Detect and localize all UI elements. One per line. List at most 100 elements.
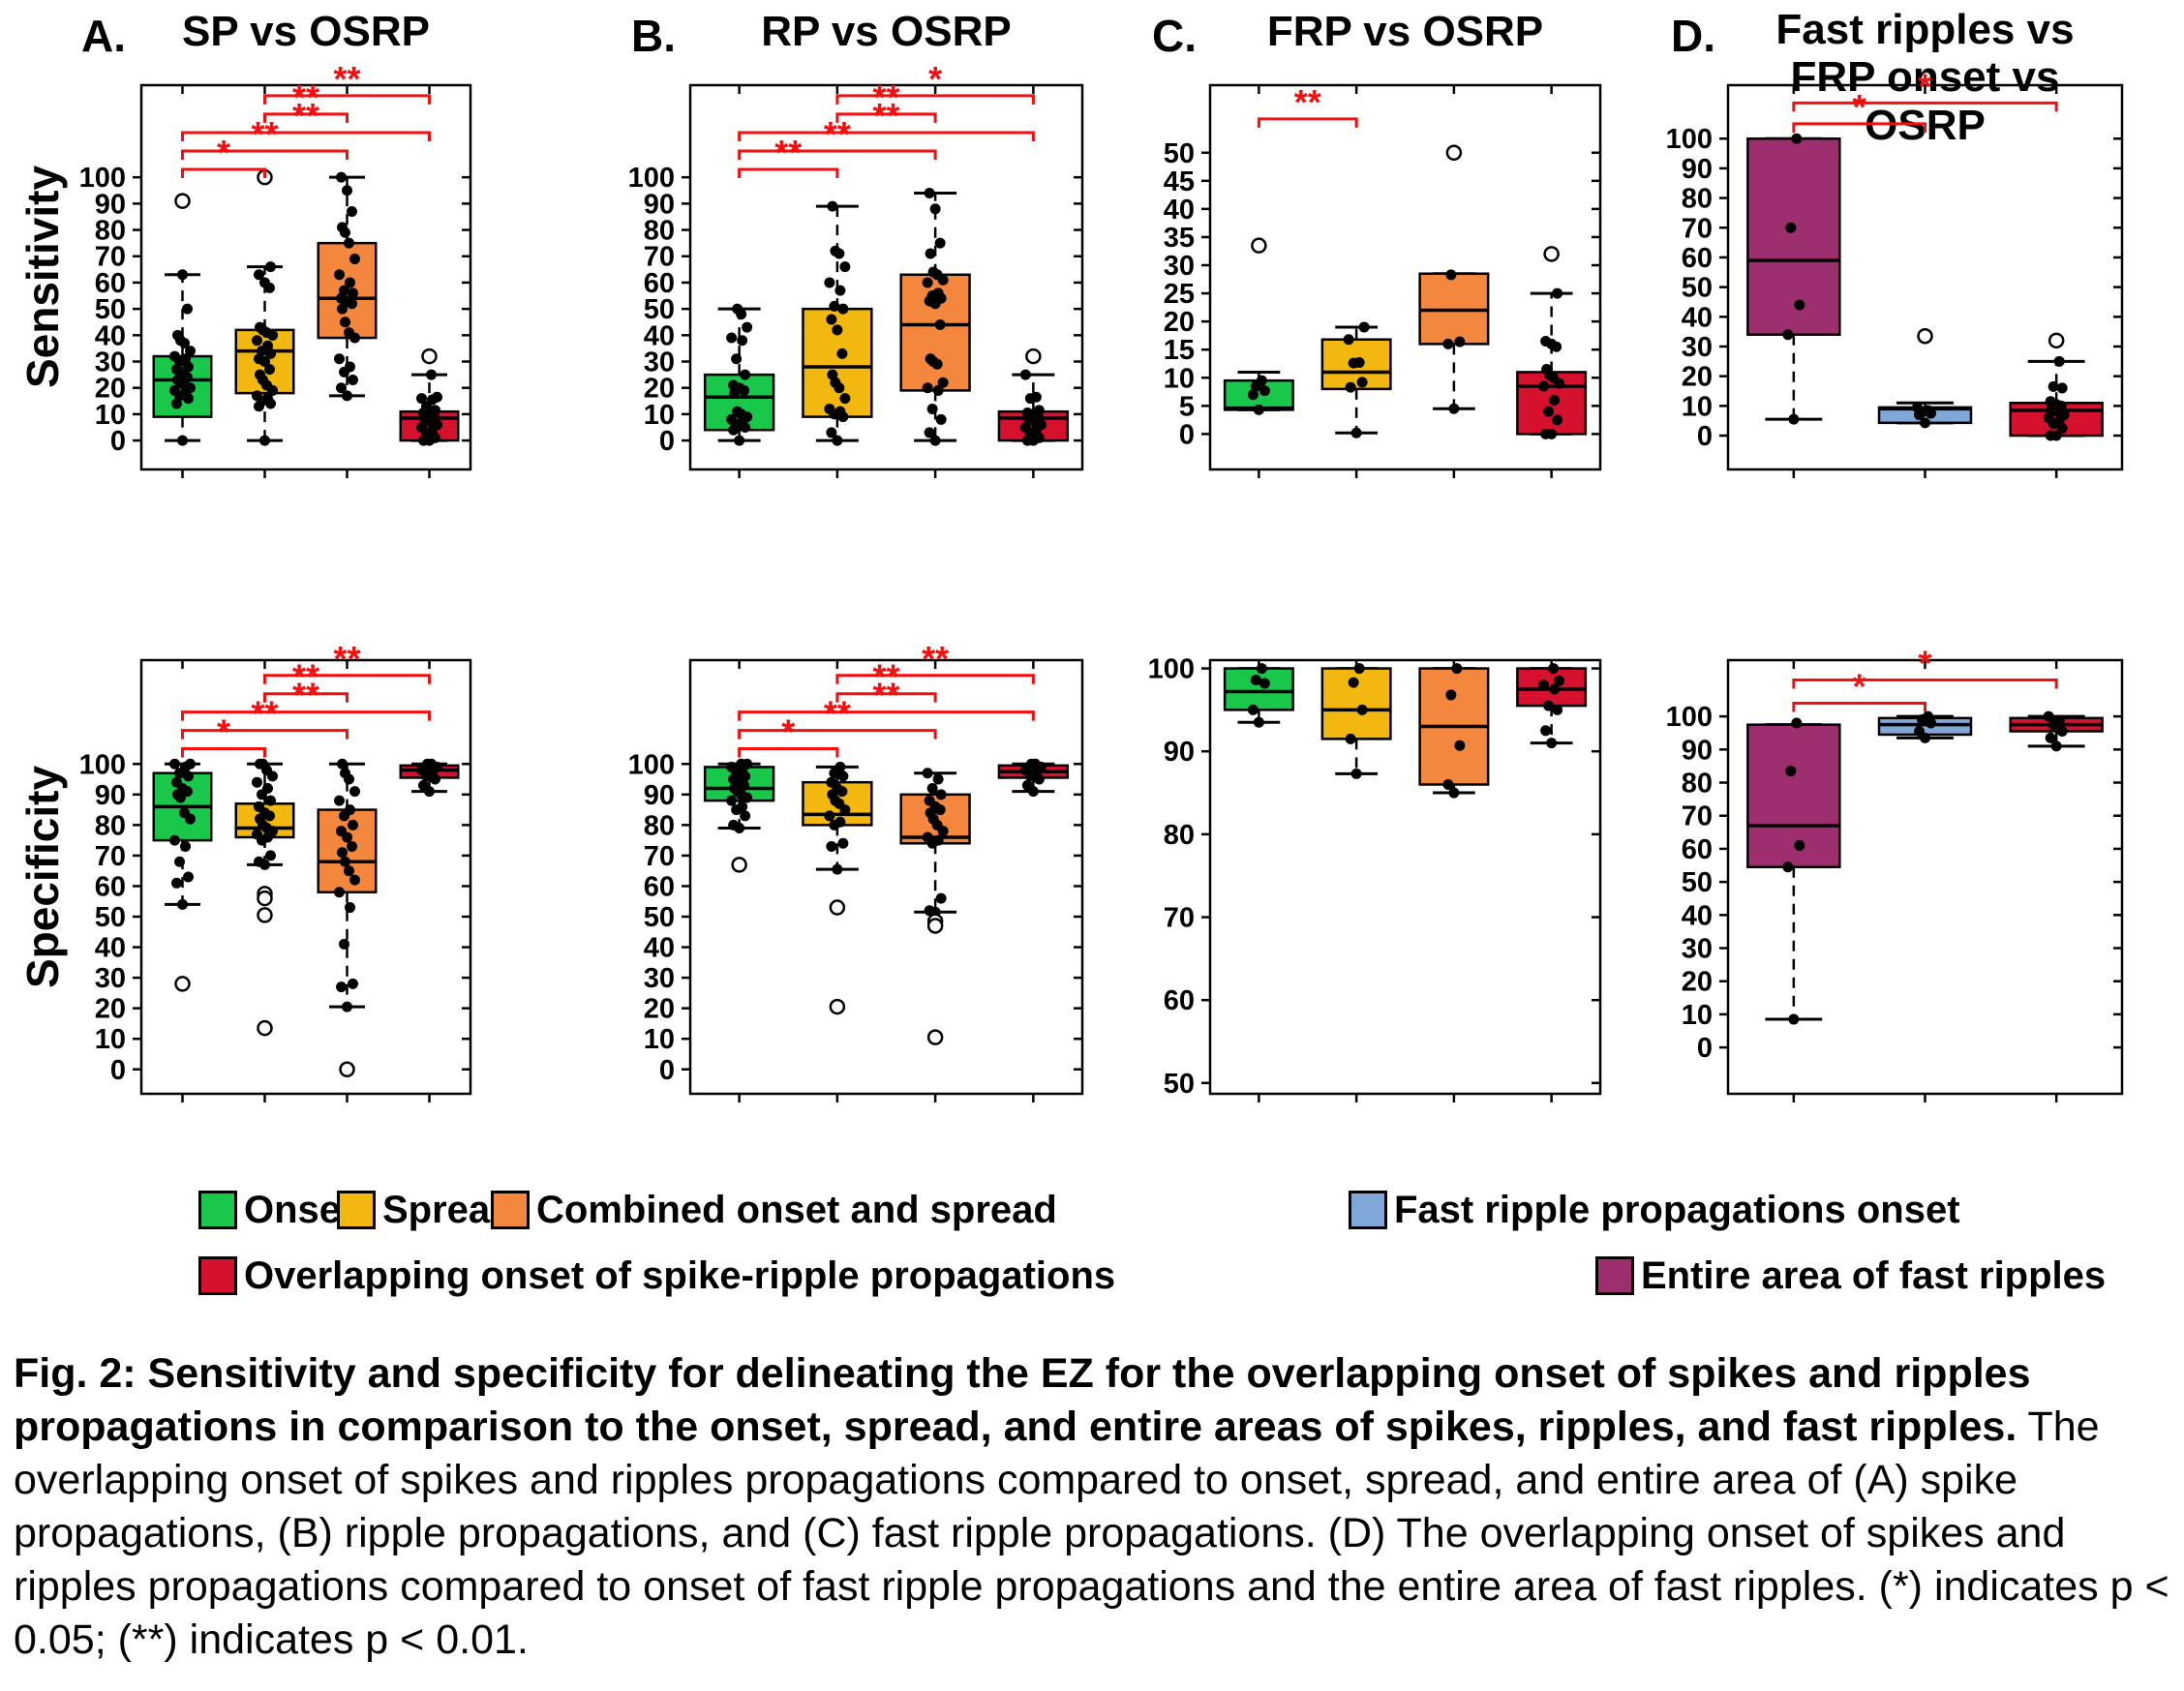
svg-text:30: 30 bbox=[1682, 934, 1713, 965]
caption-rest: The overlapping onset of spikes and ripp… bbox=[14, 1404, 2169, 1664]
box-group-onset bbox=[152, 758, 213, 992]
svg-text:10: 10 bbox=[644, 400, 675, 431]
significance-bracket: ** bbox=[263, 77, 349, 123]
box-group-spread bbox=[1320, 321, 1392, 438]
legend-label-combined: Combined onset and spread bbox=[536, 1188, 1057, 1231]
legend-item-osrp: Overlapping onset of spike-ripple propag… bbox=[198, 1254, 1115, 1297]
svg-text:**: ** bbox=[872, 96, 899, 136]
svg-text:60: 60 bbox=[1682, 243, 1713, 274]
box-group-combined bbox=[317, 171, 378, 402]
svg-text:80: 80 bbox=[644, 216, 675, 247]
svg-text:90: 90 bbox=[1682, 735, 1713, 766]
svg-text:70: 70 bbox=[1682, 801, 1713, 832]
legend-swatch-frp-onset bbox=[1349, 1191, 1387, 1229]
svg-text:80: 80 bbox=[1164, 820, 1195, 851]
significance-bracket: ** bbox=[263, 639, 431, 684]
svg-text:35: 35 bbox=[1164, 223, 1195, 254]
svg-text:40: 40 bbox=[95, 933, 126, 964]
panel-a-title: SP vs OSRP bbox=[182, 8, 430, 55]
svg-text:**: ** bbox=[292, 77, 319, 117]
svg-text:50: 50 bbox=[1682, 273, 1713, 304]
box-group-onset bbox=[152, 193, 213, 446]
svg-text:0: 0 bbox=[1697, 1033, 1713, 1064]
svg-text:*: * bbox=[1853, 666, 1866, 706]
significance-bracket: * bbox=[1792, 666, 1926, 712]
svg-text:40: 40 bbox=[1682, 900, 1713, 931]
svg-text:30: 30 bbox=[1164, 251, 1195, 282]
svg-text:10: 10 bbox=[644, 1024, 675, 1055]
svg-text:80: 80 bbox=[1682, 769, 1713, 800]
box-group-osrp bbox=[997, 758, 1070, 798]
svg-text:**: ** bbox=[333, 639, 360, 679]
box-group-osrp bbox=[399, 347, 460, 446]
svg-text:20: 20 bbox=[1164, 307, 1195, 338]
legend-item-combined: Combined onset and spread bbox=[491, 1189, 1057, 1231]
box-group-spread bbox=[234, 758, 295, 1037]
svg-text:50: 50 bbox=[1164, 1069, 1195, 1100]
svg-text:0: 0 bbox=[1697, 421, 1713, 452]
svg-text:70: 70 bbox=[95, 242, 126, 273]
svg-text:80: 80 bbox=[95, 810, 126, 841]
svg-text:70: 70 bbox=[644, 242, 675, 273]
svg-text:5: 5 bbox=[1179, 391, 1195, 422]
significance-bracket: ** bbox=[835, 77, 937, 123]
svg-text:*: * bbox=[928, 59, 942, 99]
svg-text:60: 60 bbox=[95, 268, 126, 299]
svg-text:20: 20 bbox=[644, 994, 675, 1025]
svg-text:30: 30 bbox=[1682, 332, 1713, 363]
svg-text:*: * bbox=[1918, 644, 1931, 683]
legend-item-frp-onset: Fast ripple propagations onset bbox=[1349, 1189, 1960, 1231]
svg-text:40: 40 bbox=[95, 320, 126, 351]
svg-text:*: * bbox=[217, 133, 230, 172]
svg-text:60: 60 bbox=[95, 871, 126, 902]
svg-text:100: 100 bbox=[79, 749, 126, 780]
significance-bracket: ** bbox=[181, 96, 431, 141]
box-group-spread bbox=[802, 761, 873, 1015]
svg-text:60: 60 bbox=[1682, 834, 1713, 865]
box-group-osrp bbox=[399, 758, 460, 798]
svg-text:**: ** bbox=[292, 96, 319, 136]
svg-text:30: 30 bbox=[644, 347, 675, 378]
box-group-fr_area bbox=[1746, 717, 1841, 1025]
significance-bracket: ** bbox=[263, 59, 431, 105]
svg-text:90: 90 bbox=[644, 780, 675, 811]
panel-d-title: Fast ripples vs FRP onset vs OSRP bbox=[1775, 6, 2075, 149]
significance-bracket: * bbox=[1792, 87, 1926, 133]
svg-text:40: 40 bbox=[644, 933, 675, 964]
svg-text:100: 100 bbox=[1666, 124, 1713, 155]
svg-text:50: 50 bbox=[1682, 867, 1713, 898]
svg-text:80: 80 bbox=[644, 810, 675, 841]
svg-text:20: 20 bbox=[644, 374, 675, 405]
box-group-combined bbox=[1418, 663, 1490, 799]
box-group-onset bbox=[1223, 663, 1294, 728]
svg-text:0: 0 bbox=[659, 1055, 675, 1086]
svg-text:50: 50 bbox=[644, 902, 675, 933]
svg-text:100: 100 bbox=[628, 163, 675, 194]
svg-text:*: * bbox=[1853, 87, 1866, 127]
svg-text:60: 60 bbox=[644, 268, 675, 299]
significance-bracket: ** bbox=[1257, 82, 1358, 128]
box-group-combined bbox=[899, 768, 971, 1045]
significance-bracket: * bbox=[1792, 66, 2058, 112]
svg-text:90: 90 bbox=[95, 189, 126, 220]
box-group-combined bbox=[1418, 144, 1490, 414]
box-group-combined bbox=[317, 758, 378, 1078]
svg-text:100: 100 bbox=[79, 163, 126, 194]
legend-swatch-combined bbox=[491, 1191, 530, 1229]
svg-text:30: 30 bbox=[95, 963, 126, 994]
box-group-onset bbox=[1223, 237, 1294, 415]
svg-text:**: ** bbox=[774, 133, 802, 172]
svg-text:20: 20 bbox=[95, 374, 126, 405]
svg-text:20: 20 bbox=[95, 994, 126, 1025]
significance-bracket: * bbox=[1792, 644, 2058, 689]
svg-text:80: 80 bbox=[1682, 184, 1713, 215]
svg-text:50: 50 bbox=[1164, 138, 1195, 169]
svg-text:10: 10 bbox=[95, 1024, 126, 1055]
svg-text:10: 10 bbox=[95, 400, 126, 431]
